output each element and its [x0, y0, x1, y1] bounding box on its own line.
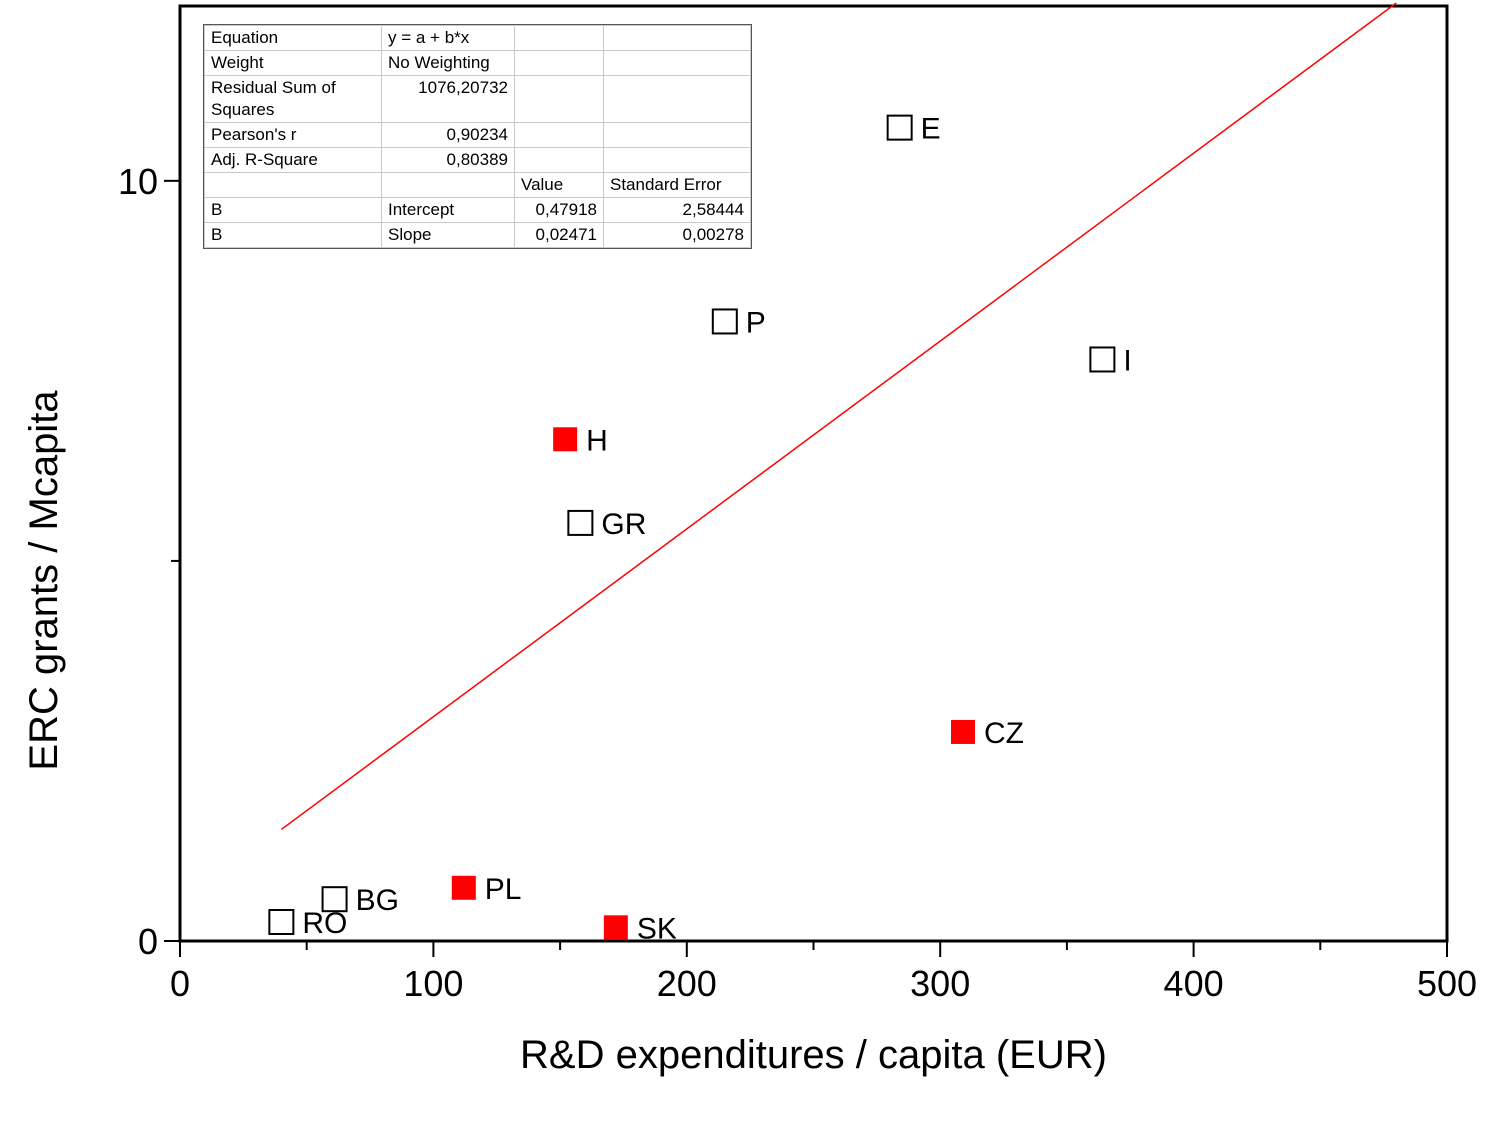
stats-cell: No Weighting [381, 50, 515, 76]
point-label-e: E [921, 113, 941, 146]
stats-row: Residual Sum of Squares 1076,20732 [204, 75, 751, 123]
stats-cell: Residual Sum of Squares [204, 75, 382, 123]
stats-cell: y = a + b*x [381, 25, 515, 51]
x-tick-label: 500 [1417, 963, 1477, 1004]
point-label-h: H [586, 424, 608, 457]
regression-line [280, 2, 1397, 831]
stats-cell [514, 122, 604, 148]
stats-cell [603, 50, 751, 76]
data-point-gr [567, 509, 594, 536]
stats-row: B Intercept 0,47918 2,58444 [204, 197, 751, 223]
stats-cell [381, 172, 515, 198]
data-point-sk [603, 915, 628, 940]
stats-row: Value Standard Error [204, 172, 751, 198]
data-point-p [711, 308, 738, 335]
x-tick-label: 400 [1164, 963, 1224, 1004]
stats-cell [603, 147, 751, 173]
stats-cell: 0,02471 [514, 222, 604, 248]
stats-cell: 1076,20732 [381, 75, 515, 123]
point-label-gr: GR [601, 508, 646, 541]
stats-cell: 0,47918 [514, 197, 604, 223]
stats-cell: Value [514, 172, 604, 198]
x-tick-label: 0 [170, 963, 190, 1004]
stats-cell: 0,80389 [381, 147, 515, 173]
point-label-bg: BG [356, 884, 399, 917]
stats-cell [204, 172, 382, 198]
data-point-ro [268, 908, 295, 935]
point-label-i: I [1123, 344, 1131, 377]
stats-cell: 0,90234 [381, 122, 515, 148]
y-tick-label: 10 [118, 161, 158, 202]
point-label-ro: RO [302, 907, 347, 940]
y-axis-label: ERC grants / Mcapita [22, 390, 66, 771]
stats-cell [603, 25, 751, 51]
data-point-pl [451, 875, 476, 900]
point-label-pl: PL [485, 873, 522, 906]
point-label-cz: CZ [984, 717, 1024, 750]
stats-cell: Standard Error [603, 172, 751, 198]
stats-cell [603, 75, 751, 123]
scatter-chart: 0 100 200 300 400 500 0 10 RO BG GR P E I PL H SK CZ [118, 2, 1477, 1004]
x-tick-label: 100 [403, 963, 463, 1004]
data-point-cz [951, 719, 976, 744]
stats-cell: Weight [204, 50, 382, 76]
stats-cell: B [204, 197, 382, 223]
stats-cell [514, 25, 604, 51]
stats-cell: Pearson's r [204, 122, 382, 148]
y-tick-label: 0 [138, 921, 158, 962]
stats-cell: 2,58444 [603, 197, 751, 223]
stats-cell [514, 50, 604, 76]
stats-cell [603, 122, 751, 148]
stats-row: Pearson's r 0,90234 [204, 122, 751, 148]
x-axis-label: R&D expenditures / capita (EUR) [520, 1033, 1107, 1077]
data-point-i [1089, 346, 1116, 373]
data-point-e [886, 114, 913, 141]
stats-cell: B [204, 222, 382, 248]
stats-cell: Equation [204, 25, 382, 51]
stats-cell: Intercept [381, 197, 515, 223]
point-label-p: P [746, 306, 766, 339]
stats-cell: Slope [381, 222, 515, 248]
stats-row: Equation y = a + b*x [204, 25, 751, 51]
stats-cell: 0,00278 [603, 222, 751, 248]
stats-cell [514, 147, 604, 173]
stats-cell: Adj. R-Square [204, 147, 382, 173]
data-point-h [553, 427, 578, 452]
stats-row: B Slope 0,02471 0,00278 [204, 222, 751, 248]
x-tick-label: 300 [910, 963, 970, 1004]
x-tick-label: 200 [657, 963, 717, 1004]
stats-row: Weight No Weighting [204, 50, 751, 76]
data-point-bg [321, 886, 348, 913]
point-label-sk: SK [637, 912, 677, 945]
stats-row: Adj. R-Square 0,80389 [204, 147, 751, 173]
stats-cell [514, 75, 604, 123]
regression-stats-table: Equation y = a + b*x Weight No Weighting Res… [203, 24, 752, 249]
